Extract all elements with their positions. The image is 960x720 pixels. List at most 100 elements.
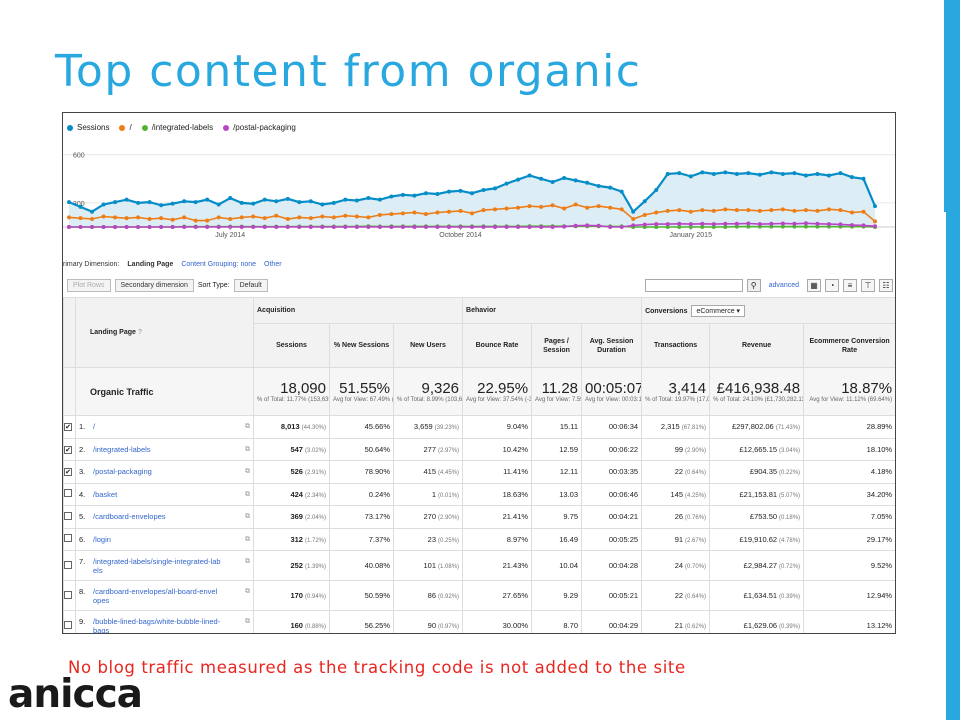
external-link-icon[interactable]: ⧉	[245, 423, 250, 431]
search-icon[interactable]: ⚲	[746, 278, 761, 292]
table-row[interactable]: 4./basket ⧉ 424 (2.34%) 0.24% 1 (0.01%) 18.63% 1…	[63, 482, 895, 506]
landing-page-link[interactable]: /integrated-labels	[93, 444, 151, 454]
content-grouping-dropdown[interactable]: Content Grouping: none	[181, 261, 257, 268]
data-point	[803, 208, 808, 213]
external-link-icon[interactable]: ⧉	[245, 513, 250, 521]
legend-swatch	[141, 124, 148, 131]
pie-view-icon[interactable]: ◔	[825, 278, 839, 292]
row-checkbox[interactable]	[64, 620, 72, 629]
table-view-icon[interactable]: ▦	[807, 278, 821, 292]
row-checkbox-cell	[63, 580, 76, 611]
row-checkbox[interactable]	[64, 489, 72, 498]
table-search-input[interactable]	[644, 278, 743, 292]
row-checkbox[interactable]: ✔	[64, 468, 72, 477]
landing-page-link[interactable]: /integrated-labels/single-integrated-lab…	[93, 556, 221, 575]
slide-title: Top content from organic	[55, 46, 642, 97]
table-row[interactable]: 7. /integrated-labels/single-integrated-l…	[63, 550, 895, 581]
table-row[interactable]: ✔ 1. / ⧉ 8,013 (44.30%) 45.66% 3,659 (39.23%) 9.0…	[63, 415, 895, 439]
row-checkbox[interactable]: ✔	[64, 423, 72, 432]
column-header[interactable]: % New Sessions	[329, 323, 394, 368]
table-row[interactable]: ✔ 3./postal-packaging ⧉ 526 (2.91%) 78.90% 415…	[63, 460, 895, 484]
external-link-icon[interactable]: ⧉	[245, 535, 250, 543]
other-dimension-dropdown[interactable]: Other	[264, 261, 282, 268]
external-link-icon[interactable]: ⧉	[245, 557, 250, 565]
row-checkbox[interactable]	[64, 560, 72, 569]
table-row[interactable]: 8. /cardboard-envelopes/all-board-envelop…	[63, 580, 895, 611]
column-header[interactable]: Bounce Rate	[462, 323, 533, 368]
data-point	[285, 225, 290, 229]
column-header[interactable]: Transactions	[641, 323, 711, 368]
row-index: 8.	[79, 586, 86, 596]
data-point	[124, 197, 129, 202]
row-checkbox-cell	[63, 527, 76, 551]
external-link-icon[interactable]: ⧉	[245, 587, 250, 595]
landing-page-link[interactable]: /postal-packaging	[93, 467, 152, 477]
landing-page-link[interactable]: /basket	[93, 489, 118, 499]
sessions-cell-percent: (0.94%)	[304, 594, 326, 600]
external-link-icon[interactable]: ⧉	[245, 490, 250, 498]
data-point	[608, 225, 613, 229]
totals-cell: 51.55%Avg for View: 67.49% (-23.62%)	[329, 367, 394, 416]
row-checkbox[interactable]: ✔	[64, 445, 72, 454]
landing-page-link[interactable]: /login	[93, 534, 111, 544]
sort-type-dropdown[interactable]: Default	[233, 278, 268, 292]
external-link-icon[interactable]: ⧉	[245, 617, 250, 625]
column-header[interactable]: Avg. Session Duration	[581, 323, 643, 368]
landing-page-header[interactable]: Landing Page ?	[75, 297, 254, 368]
pages-session-cell: 15.11	[531, 415, 583, 439]
transactions-cell: 26 (0.76%)	[641, 505, 711, 529]
totals-cell: £416,938.48% of Total: 24.10% (£1,730,28…	[709, 367, 805, 416]
performance-view-icon[interactable]: ≡	[843, 278, 857, 292]
landing-page-link[interactable]: /	[93, 422, 96, 432]
data-point	[803, 173, 808, 178]
secondary-dimension-dropdown[interactable]: Secondary dimension	[114, 278, 194, 292]
pivot-view-icon[interactable]: ☷	[879, 278, 893, 292]
pages-session-cell-value: 9.75	[563, 512, 579, 522]
column-header[interactable]: Sessions	[253, 323, 330, 368]
table-row[interactable]: 9. /bubble-lined-bags/white-bubble-lined-…	[63, 610, 895, 634]
sessions-cell: 252 (1.39%)	[253, 550, 330, 581]
duration-cell-value: 00:06:22	[608, 444, 639, 454]
comparison-view-icon[interactable]: ⊤	[861, 278, 875, 292]
table-row[interactable]: 6./login ⧉ 312 (1.72%) 7.37% 23 (0.25%) 8.97% 16…	[63, 527, 895, 551]
column-header[interactable]: New Users	[392, 323, 464, 368]
revenue-cell-percent: (0.39%)	[779, 594, 801, 600]
new-users-cell-value: 101	[423, 561, 437, 570]
column-header[interactable]: Pages / Session	[531, 323, 583, 368]
revenue-cell: £1,629.06 (0.39%)	[709, 610, 805, 633]
duration-cell-value: 00:05:25	[608, 534, 639, 544]
duration-cell-value: 00:06:46	[608, 489, 639, 499]
data-point	[873, 224, 877, 229]
primary-dimension-value[interactable]: Landing Page	[127, 261, 174, 268]
legend-swatch	[223, 124, 230, 131]
row-checkbox[interactable]	[64, 511, 72, 520]
row-checkbox[interactable]	[64, 590, 72, 599]
data-point	[861, 209, 866, 214]
table-row[interactable]: 5./cardboard-envelopes ⧉ 369 (2.04%) 73.17% 2…	[63, 505, 895, 529]
landing-page-link[interactable]: /cardboard-envelopes/all-board-envelopes	[93, 586, 218, 605]
conversion-rate-cell: 29.17%	[803, 527, 895, 551]
external-link-icon[interactable]: ⧉	[245, 468, 250, 476]
row-checkbox[interactable]	[64, 534, 72, 543]
landing-page-link[interactable]: /bubble-lined-bags/white-bubble-lined-ba…	[93, 616, 221, 634]
table-row[interactable]: ✔ 2./integrated-labels ⧉ 547 (3.02%) 50.64% 27…	[63, 437, 895, 461]
conversion-type-dropdown[interactable]: eCommerce ▾	[691, 304, 746, 317]
sessions-cell-value: 160	[290, 621, 303, 630]
landing-page-link[interactable]: /cardboard-envelopes	[93, 512, 166, 522]
bounce-rate-cell-value: 10.42%	[502, 444, 529, 454]
transactions-cell-percent: (0.70%)	[685, 564, 707, 570]
revenue-cell: £904.35 (0.22%)	[709, 460, 805, 484]
sessions-cell: 369 (2.04%)	[253, 505, 330, 529]
plot-rows-button[interactable]: Plot Rows	[67, 278, 111, 292]
data-point	[400, 211, 405, 216]
row-checkbox-cell	[63, 610, 76, 633]
sessions-cell-percent: (1.72%)	[304, 537, 326, 544]
column-header[interactable]: Ecommerce Conversion Rate	[803, 323, 895, 368]
external-link-icon[interactable]: ⧉	[245, 445, 250, 453]
column-header[interactable]: Revenue	[709, 323, 805, 368]
data-point	[124, 216, 129, 221]
advanced-filter-link[interactable]: advanced	[768, 281, 799, 289]
sessions-cell-value: 170	[290, 591, 303, 600]
data-point	[539, 204, 544, 209]
